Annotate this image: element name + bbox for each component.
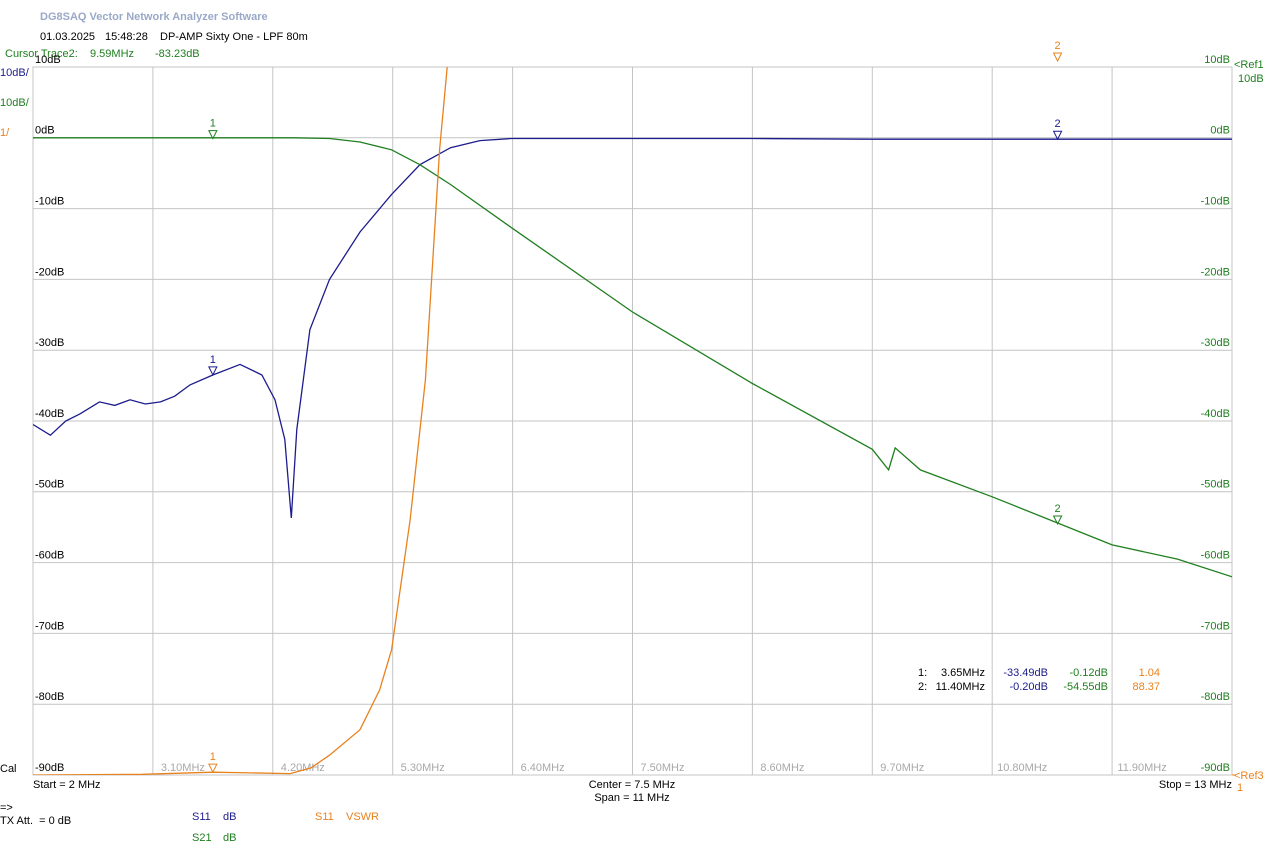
trace <box>33 137 1232 578</box>
ref-scale: 10dB <box>1238 73 1264 85</box>
y-tick-label: 10dB <box>35 54 61 66</box>
y-tick-label-right: -90dB <box>1201 762 1230 774</box>
y-tick-label: -90dB <box>35 762 64 774</box>
x-tick-label: 7.50MHz <box>640 762 684 774</box>
marker-table-value: 1.04 <box>1139 667 1160 679</box>
scale-label: 10dB/ <box>0 67 30 79</box>
x-tick-label: 9.70MHz <box>880 762 924 774</box>
cal-label: Cal <box>0 763 17 775</box>
marker <box>208 130 218 140</box>
time: 15:48:28 <box>105 31 148 43</box>
x-tick-label: 10.80MHz <box>997 762 1047 774</box>
marker-label: 1 <box>210 118 216 130</box>
legend-format: dB <box>223 832 236 844</box>
x-tick-label: 8.60MHz <box>760 762 804 774</box>
traces <box>33 67 1232 775</box>
y-tick-label-right: -70dB <box>1201 620 1230 632</box>
marker <box>1052 130 1063 141</box>
trace <box>33 137 1232 519</box>
y-tick-label: -80dB <box>35 691 64 703</box>
y-tick-label-right: -40dB <box>1201 408 1230 420</box>
y-tick-label-right: 10dB <box>1204 54 1230 66</box>
marker-table-value: -54.55dB <box>1063 681 1108 693</box>
ref-label: <Ref3 <box>1234 770 1264 782</box>
x-tick-label: 4.20MHz <box>281 762 325 774</box>
marker-label: 1 <box>210 751 216 763</box>
marker-table-label: 1: <box>918 667 927 679</box>
y-tick-label-right: -50dB <box>1201 479 1230 491</box>
y-tick-label: -50dB <box>35 479 64 491</box>
marker-table-value: -33.49dB <box>1003 667 1048 679</box>
x-tick-label: 6.40MHz <box>521 762 565 774</box>
y-tick-label: -40dB <box>35 408 64 420</box>
device-name: DP-AMP Sixty One - LPF 80m <box>160 31 308 43</box>
cursor-value: -83.23dB <box>155 48 200 60</box>
y-tick-label: -60dB <box>35 550 64 562</box>
legend-format: VSWR <box>346 811 379 823</box>
tx-att: TX Att. = 0 dB <box>0 815 71 827</box>
marker <box>208 366 218 377</box>
marker-table-freq: 3.65MHz <box>941 667 985 679</box>
marker <box>1052 52 1063 63</box>
legend-name: S21 <box>192 832 212 844</box>
x-tick-label: 5.30MHz <box>401 762 445 774</box>
ref-label: <Ref1 <box>1234 59 1264 71</box>
cursor-freq: 9.59MHz <box>90 48 134 60</box>
marker-table-value: 88.37 <box>1132 681 1160 693</box>
y-tick-label-right: 0dB <box>1210 125 1230 137</box>
y2-tick-label: 1 <box>1237 782 1243 794</box>
marker-table-label: 2: <box>918 681 927 693</box>
y-tick-label-right: -20dB <box>1201 266 1230 278</box>
legend-name: S11 <box>192 811 211 823</box>
app-title: DG8SAQ Vector Network Analyzer Software <box>40 11 268 23</box>
marker-table-value: -0.12dB <box>1069 667 1108 679</box>
legend-name: S11 <box>315 811 334 823</box>
marker <box>1052 515 1063 526</box>
plot: 10dB 10dB 0dB 0dB -10dB -10dB -20dB -20dB -30dB -… <box>32 40 1243 794</box>
marker-label: 2 <box>1055 118 1061 130</box>
legend-format: dB <box>223 811 236 823</box>
arrow-label: => <box>0 802 13 814</box>
marker <box>208 763 218 774</box>
y-tick-label: 0dB <box>35 125 55 137</box>
start-label: Start = 2 MHz <box>33 779 101 791</box>
y-tick-label-right: -80dB <box>1201 691 1230 703</box>
y-tick-label: -30dB <box>35 337 64 349</box>
center-label: Center = 7.5 MHz <box>589 779 676 791</box>
y-tick-label: -10dB <box>35 196 64 208</box>
marker-table-freq: 11.40MHz <box>936 681 985 693</box>
marker-label: 2 <box>1055 40 1061 52</box>
x-tick-label: 3.10MHz <box>161 762 205 774</box>
y-tick-label-right: -60dB <box>1201 550 1230 562</box>
scale-label: 10dB/ <box>0 97 30 109</box>
x-tick-label: 11.90MHz <box>1117 762 1166 774</box>
marker-label: 1 <box>210 354 216 366</box>
y-tick-label: -20dB <box>35 266 64 278</box>
marker-table-value: -0.20dB <box>1009 681 1048 693</box>
cursor-label: Cursor Trace2: <box>5 48 78 60</box>
y-tick-label-right: -30dB <box>1201 337 1230 349</box>
y-tick-label: -70dB <box>35 620 64 632</box>
scale-label: 1/ <box>0 127 10 139</box>
span-label: Span = 11 MHz <box>594 792 669 804</box>
trace <box>33 67 448 775</box>
marker-label: 2 <box>1055 503 1061 515</box>
date: 01.03.2025 <box>40 31 95 43</box>
y-tick-label-right: -10dB <box>1201 196 1230 208</box>
stop-label: Stop = 13 MHz <box>1159 779 1232 791</box>
